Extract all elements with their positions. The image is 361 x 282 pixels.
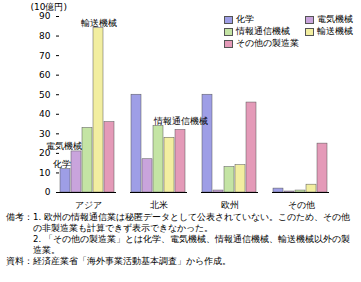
svg-text:アジア: アジア [75, 200, 102, 210]
svg-text:輸送機械: 輸送機械 [81, 18, 117, 28]
svg-text:0: 0 [45, 187, 51, 197]
svg-text:30: 30 [39, 129, 51, 139]
html-text:備考：1. 欧州の情報通信業は秘匿データとして公表されていな: 備考：1. 欧州の情報通信業は秘匿データとして公表されていない。このため、その他… [6, 212, 350, 233]
svg-text:電気機械: 電気機械 [46, 141, 82, 151]
svg-text:20: 20 [39, 148, 51, 159]
svg-text:化学: 化学 [53, 159, 71, 169]
svg-text:その他: その他 [288, 200, 315, 210]
svg-text:欧州: 欧州 [221, 200, 239, 210]
svg-text:北米: 北米 [150, 200, 168, 210]
html-text:資料：経済産業省「海外事業活動基本調査」から作成。: 資料：経済産業省「海外事業活動基本調査」から作成。 [6, 256, 231, 266]
html-text:情報通信機械: 情報通信機械 [236, 26, 290, 36]
svg-text:10: 10 [39, 168, 51, 178]
svg-text:50: 50 [39, 90, 51, 100]
html-text:その他の製造業: その他の製造業 [236, 38, 299, 48]
svg-text:90: 90 [39, 11, 51, 21]
html-text:電気機械: 電気機械 [317, 14, 353, 24]
html-text:輸送機械: 輸送機械 [317, 26, 353, 36]
svg-text:60: 60 [39, 70, 51, 80]
html-text:2. 「その他の製造業」とは化学、電気機械、情報通信機械、輸: 2. 「その他の製造業」とは化学、電気機械、情報通信機械、輸送機械以外の製造業。 [33, 234, 350, 255]
html-text:化学: 化学 [236, 14, 254, 24]
svg-text:(10億円): (10億円) [31, 2, 67, 12]
svg-text:80: 80 [39, 31, 51, 41]
svg-text:情報通信機械: 情報通信機械 [153, 116, 208, 126]
svg-text:40: 40 [39, 109, 51, 119]
svg-text:70: 70 [39, 50, 51, 60]
